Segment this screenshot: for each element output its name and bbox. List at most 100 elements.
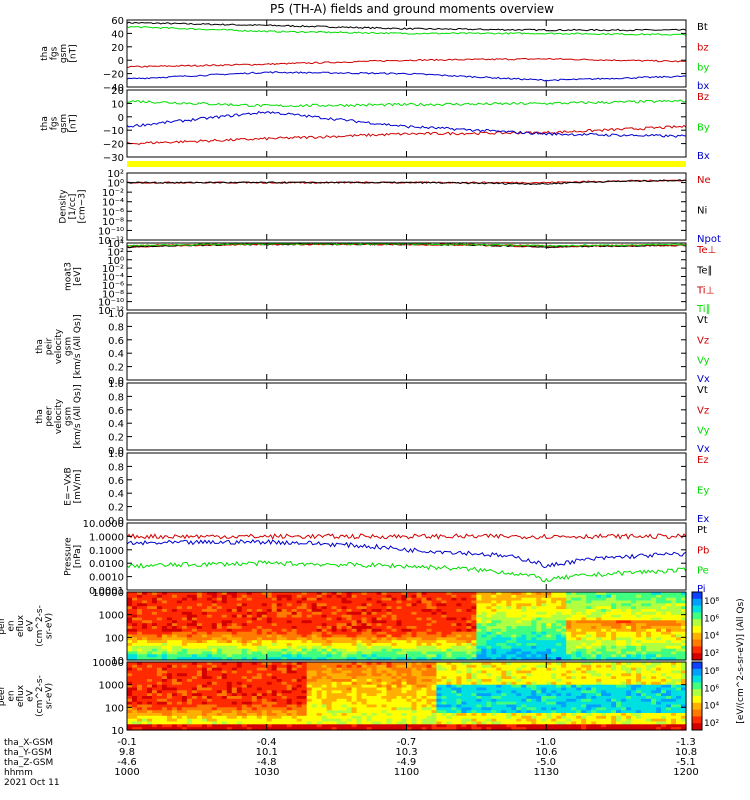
ion-spectrogram-cell <box>396 634 403 638</box>
ion-spectrogram-cell <box>321 648 328 653</box>
electron-spectrogram-cell <box>356 676 363 680</box>
electron-spectrogram-cell <box>571 707 577 711</box>
ion-spectrogram-cell <box>641 609 647 613</box>
electron-spectrogram-cell <box>566 664 572 669</box>
ion-spectrogram-cell <box>441 623 447 627</box>
electron-spectrogram-cell <box>551 670 557 674</box>
ion-spectrogram-cell <box>351 623 358 627</box>
ion-spectrogram-cell <box>571 597 577 602</box>
ion-spectrogram-cell <box>266 628 273 633</box>
ion-spectrogram-cell <box>401 628 408 633</box>
electron-spectrogram-cell <box>406 718 413 723</box>
ion-spectrogram-cell <box>671 609 677 613</box>
electron-spectrogram-cell <box>296 721 303 725</box>
ion-spectrogram-cell <box>501 617 507 621</box>
ion-spectrogram-cell <box>261 617 268 621</box>
electron-spectrogram-cell <box>521 701 527 706</box>
ion-spectrogram-cell <box>286 634 293 638</box>
ion-spectrogram-cell <box>147 623 153 627</box>
electron-spectrogram-cell <box>181 667 188 672</box>
ion-spectrogram-cell <box>291 643 298 647</box>
ion-spectrogram-cell <box>541 648 547 653</box>
electron-spectrogram-cell <box>132 721 138 725</box>
ion-spectrogram-cell <box>676 645 682 650</box>
ion-spectrogram-cell <box>296 637 303 641</box>
electron-spectrogram-cell <box>226 698 233 703</box>
ion-spectrogram-cell <box>246 594 253 599</box>
ion-spectrogram-cell <box>426 648 433 653</box>
ion-spectrogram-cell <box>296 600 303 604</box>
electron-spectrogram-cell <box>566 707 572 711</box>
ion-spectrogram-cell <box>606 600 612 604</box>
ion-spectrogram-cell <box>341 648 348 653</box>
ion-spectrogram-cell <box>416 594 423 599</box>
electron-spectrogram-cell <box>137 704 143 708</box>
ion-spectrogram-cell <box>196 611 203 616</box>
ion-spectrogram-cell <box>496 657 502 661</box>
ion-spectrogram-cell <box>676 594 682 599</box>
ion-spectrogram-cell <box>501 626 507 630</box>
electron-spectrogram-cell <box>496 707 502 711</box>
ion-spectrogram-cell <box>681 594 687 599</box>
ion-spectrogram-cell <box>481 645 487 650</box>
ion-spectrogram-cell <box>371 634 378 638</box>
electron-spectrogram-cell <box>321 676 328 680</box>
electron-spectrogram-cell <box>561 715 567 720</box>
electron-spectrogram-cell <box>551 724 557 728</box>
electron-spectrogram-cell <box>376 687 383 691</box>
electron-spectrogram-cell <box>516 696 522 700</box>
ion-spectrogram-cell <box>636 606 642 610</box>
ion-spectrogram-cell <box>671 594 677 599</box>
electron-spectrogram-cell <box>521 673 527 677</box>
ion-spectrogram-cell <box>281 631 288 636</box>
electron-spectrogram-cell <box>256 698 263 703</box>
electron-spectrogram-cell <box>256 715 263 720</box>
ion-spectrogram-cell <box>241 628 248 633</box>
ion-spectrogram-cell <box>576 597 582 602</box>
ion-spectrogram-cell <box>226 623 233 627</box>
ion-spectrogram-cell <box>536 617 542 621</box>
electron-spectrogram-cell <box>521 704 527 708</box>
electron-spectrogram-cell <box>411 690 418 694</box>
electron-spectrogram-cell <box>556 727 562 731</box>
ion-spectrogram-cell <box>461 594 467 599</box>
electron-spectrogram-cell <box>132 690 138 694</box>
electron-spectrogram-cell <box>356 693 363 697</box>
ion-spectrogram-cell <box>471 609 477 613</box>
ion-spectrogram-cell <box>231 597 238 602</box>
ion-spectrogram-cell <box>166 611 173 616</box>
electron-spectrogram-cell <box>406 715 413 720</box>
ion-spectrogram-cell <box>561 620 567 624</box>
electron-spectrogram-cell <box>211 696 218 700</box>
electron-spectrogram-cell <box>296 727 303 731</box>
ion-spectrogram-cell <box>636 614 642 619</box>
electron-spectrogram-cell <box>516 721 522 725</box>
ion-spectrogram-cell <box>511 597 517 602</box>
ion-spectrogram-cell <box>591 594 597 599</box>
ion-spectrogram-cell <box>571 640 577 644</box>
ion-spectrogram-cell <box>281 592 288 596</box>
electron-spectrogram-cell <box>291 681 298 686</box>
ion-spectrogram-cell <box>476 637 482 641</box>
electron-spectrogram-cell <box>331 673 338 677</box>
ion-spectrogram-cell <box>661 606 667 610</box>
ion-spectrogram-cell <box>441 594 447 599</box>
ion-spectrogram-cell <box>226 592 233 596</box>
ion-spectrogram-cell <box>456 643 462 647</box>
ion-spectrogram-cell <box>221 614 228 619</box>
electron-spectrogram-cell <box>566 727 572 731</box>
ion-spectrogram-cell <box>571 637 577 641</box>
electron-spectrogram-cell <box>211 701 218 706</box>
ion-spectrogram-cell <box>196 631 203 636</box>
electron-spectrogram-cell <box>326 662 333 666</box>
electron-spectrogram-cell <box>221 715 228 720</box>
electron-spectrogram-cell <box>276 721 283 725</box>
ion-spectrogram-cell <box>656 600 662 604</box>
electron-spectrogram-cell <box>271 676 278 680</box>
ion-spectrogram-cell <box>541 597 547 602</box>
electron-spectrogram-cell <box>491 687 497 691</box>
ion-spectrogram-cell <box>321 645 328 650</box>
ion-spectrogram-cell <box>496 592 502 596</box>
electron-spectrogram-cell <box>551 713 557 717</box>
ion-spectrogram-cell <box>516 651 522 655</box>
